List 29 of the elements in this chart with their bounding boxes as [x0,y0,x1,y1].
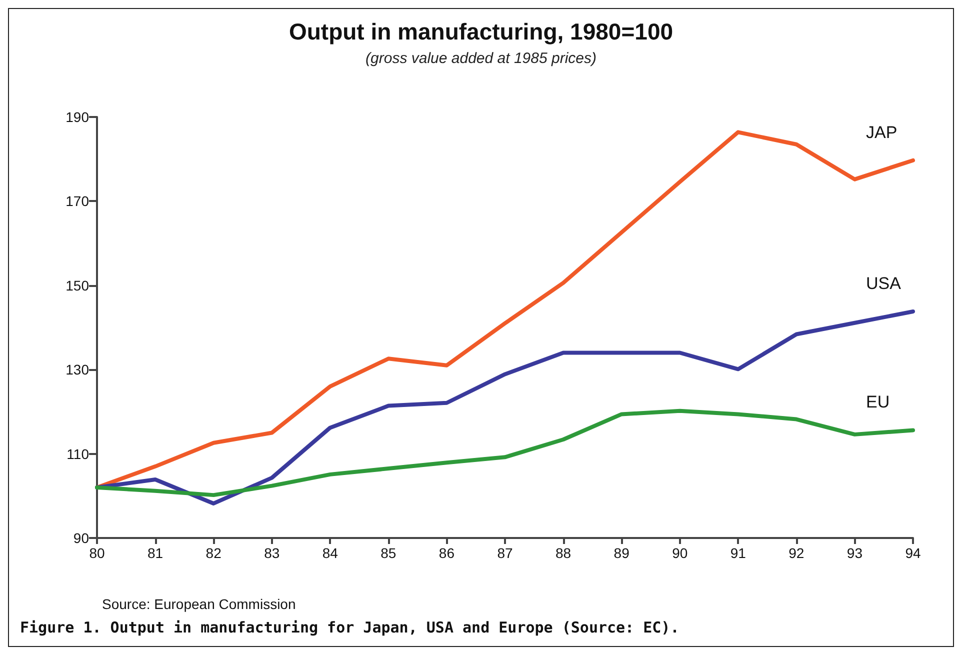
x-tick-label: 87 [497,545,513,561]
x-tick-label: 82 [206,545,222,561]
series-label: USA [866,274,902,293]
x-tick-label: 91 [730,545,746,561]
y-tick-label: 170 [66,193,90,210]
x-tick-label: 90 [672,545,688,561]
y-tick-label: 110 [66,446,90,462]
x-tick-label: 86 [438,545,455,561]
y-tick-label: 150 [66,277,90,294]
series-label: EU [866,392,890,412]
y-tick-label: 190 [66,109,90,125]
x-tick-label: 85 [380,545,396,561]
x-tick-label: 84 [322,545,338,561]
series-label: JAP [866,122,898,142]
chart-title: Output in manufacturing, 1980=100 [288,18,674,44]
source-note: Source: European Commission [102,596,296,612]
x-tick-label: 94 [905,545,921,561]
x-tick-label: 89 [614,545,630,561]
x-tick-label: 88 [555,545,572,561]
x-tick-label: 80 [89,545,105,561]
caption: Figure 1. Output in manufacturing for Japan, USA and Europe (Source: EC). [20,618,680,636]
chart-subtitle: (gross value added at 1985 prices) [366,50,596,67]
y-tick-label: 130 [66,362,90,378]
y-tick-label: 90 [73,530,90,546]
x-tick-label: 83 [264,545,280,561]
x-tick-label: 92 [788,545,804,561]
x-tick-label: 93 [846,545,863,561]
line-series [95,408,915,498]
x-tick-label: 81 [147,545,164,561]
